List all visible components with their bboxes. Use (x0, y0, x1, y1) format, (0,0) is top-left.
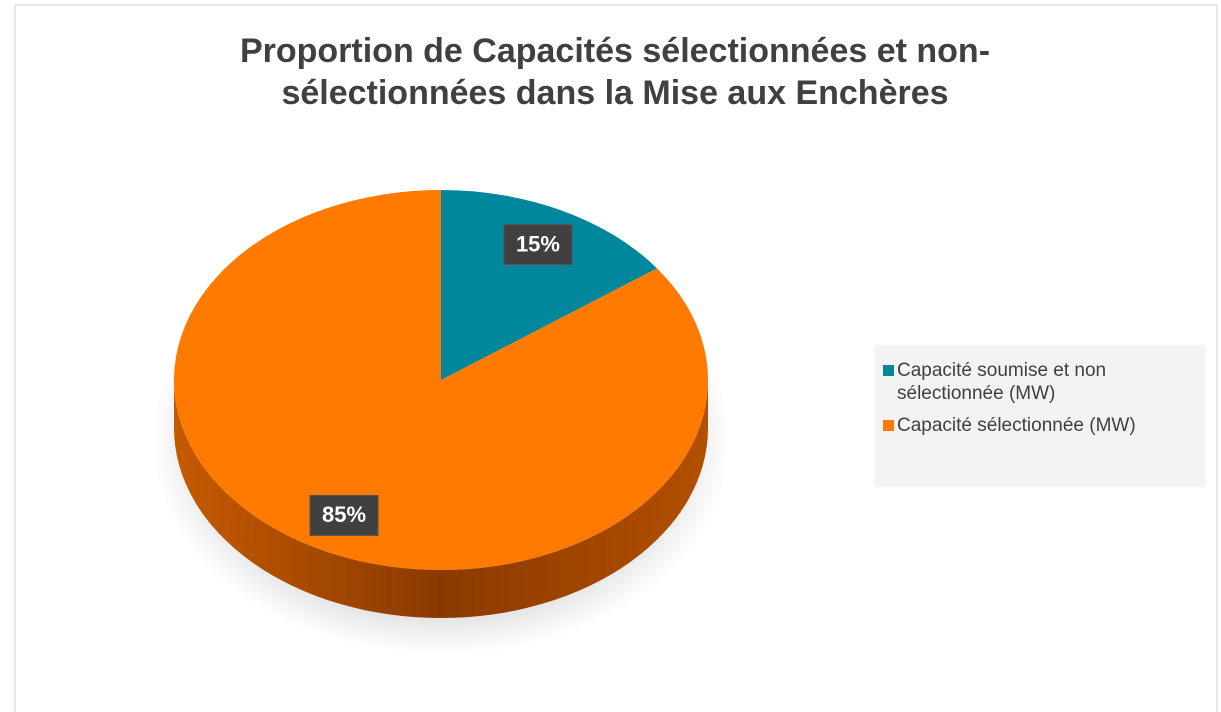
chart-border (14, 4, 1218, 712)
legend-label: Capacité soumise et non sélectionnée (MW… (897, 360, 1107, 404)
value-label: 15% (516, 231, 560, 256)
chart-title: Proportion de Capacités sélectionnées et… (239, 32, 991, 112)
legend: Capacité soumise et non sélectionnée (MW… (875, 345, 1205, 487)
pie-side (174, 380, 708, 618)
legend-item: Capacité sélectionnée (MW) (883, 414, 1197, 437)
value-label-box (309, 494, 379, 536)
legend-item: Capacité soumise et non sélectionnée (MW… (883, 359, 1197, 405)
legend-swatch (883, 420, 894, 431)
pie-slice (173, 190, 709, 571)
legend-label: Capacité sélectionnée (MW) (897, 415, 1136, 436)
value-label: 85% (322, 502, 366, 527)
value-label-box (503, 224, 573, 266)
legend-swatch (883, 365, 894, 376)
pie-slice (441, 190, 658, 380)
